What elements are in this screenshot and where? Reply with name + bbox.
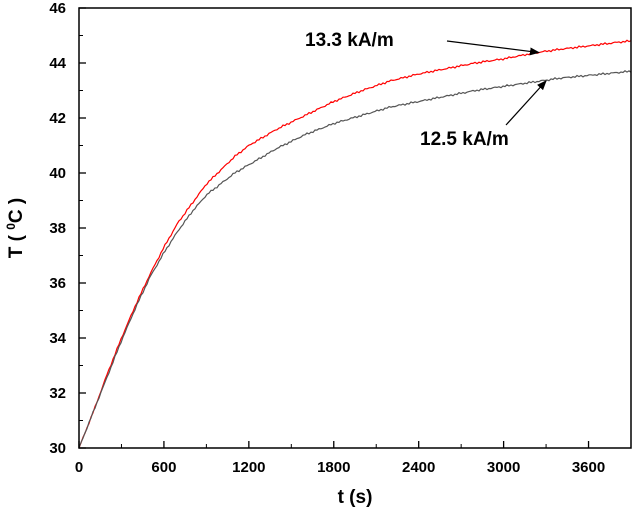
annotation-label-1: 12.5 kA/m: [420, 129, 509, 150]
y-tick-label: 38: [49, 220, 66, 237]
y-tick-label: 30: [49, 440, 66, 457]
y-tick-label: 40: [49, 165, 66, 182]
annotation-arrow-1: [505, 80, 547, 126]
y-tick-label: 36: [49, 275, 66, 292]
x-tick-label: 600: [151, 459, 176, 476]
plot-frame: [78, 7, 632, 449]
x-axis-title: t (s): [338, 487, 373, 508]
y-tick-label: 46: [49, 0, 66, 17]
annotation-label-0: 13.3 kA/m: [305, 30, 394, 51]
y-axis-title-suffix: C ): [6, 198, 27, 223]
y-axis-title: T ( 0C ): [4, 198, 27, 259]
y-axis-title-sup: 0: [4, 223, 18, 230]
x-tick-label: 3000: [487, 459, 520, 476]
annotation-arrow-0: [446, 40, 540, 56]
series-line-0: [78, 39, 632, 449]
y-tick-label: 44: [49, 55, 66, 72]
series-line-1: [78, 70, 632, 448]
x-tick-label: 1200: [232, 459, 265, 476]
y-tick-label: 42: [49, 110, 66, 127]
x-tick-label: 3600: [572, 459, 605, 476]
y-tick-label: 32: [49, 385, 66, 402]
x-tick-label: 2400: [402, 459, 435, 476]
y-tick-label: 34: [49, 330, 66, 347]
x-tick-label: 0: [75, 459, 83, 476]
x-tick-label: 1800: [317, 459, 350, 476]
y-axis-title-prefix: T (: [6, 230, 27, 259]
